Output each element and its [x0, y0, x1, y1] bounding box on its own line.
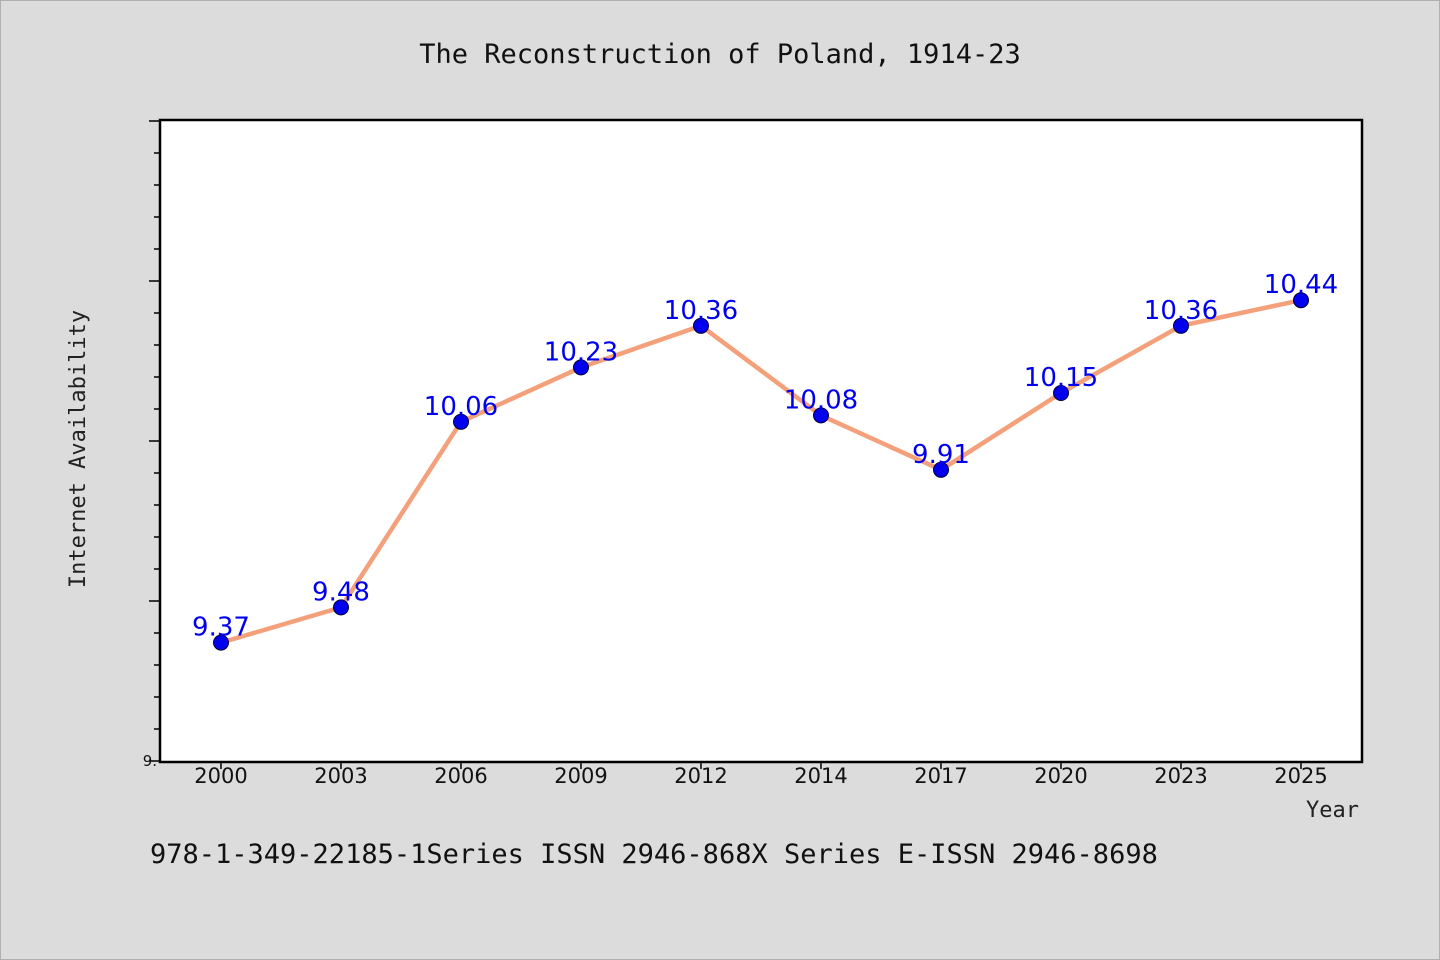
data-label: 10.15 — [1024, 363, 1098, 393]
data-label: 10.44 — [1264, 270, 1338, 300]
x-axis-ticks: 2000 2003 2006 2009 2012 2014 2017 2020 2023 2025 — [194, 761, 1328, 788]
data-label: 10.36 — [664, 296, 738, 326]
footer-isbn-text: 978-1-349-22185-1Series ISSN 2946-868X S… — [150, 839, 1158, 870]
x-tick-label: 2009 — [554, 764, 607, 788]
x-tick-label: 2025 — [1274, 764, 1327, 788]
data-label: 9.48 — [312, 577, 370, 607]
x-tick-label: 2023 — [1154, 764, 1207, 788]
data-point — [813, 407, 829, 424]
data-point — [573, 359, 589, 376]
data-point — [333, 599, 349, 616]
series-layer — [213, 292, 1309, 651]
data-label: 9.37 — [192, 613, 250, 643]
y-axis-label: Internet Availability — [66, 310, 91, 588]
plot-area — [158, 118, 1364, 764]
data-label: 10.06 — [424, 392, 498, 422]
data-point — [1293, 292, 1309, 309]
y-axis-ticks: 9. — [143, 120, 161, 770]
x-tick-label: 2017 — [914, 764, 967, 788]
data-label: 10.23 — [544, 337, 618, 367]
x-tick-label: 2000 — [194, 764, 247, 788]
series-line — [218, 297, 1304, 645]
data-point — [213, 634, 229, 651]
data-label-layer: 9.37 9.48 10.06 10.23 10.36 10.08 9.91 10.15 10.… — [192, 270, 1338, 642]
data-point — [1173, 317, 1189, 334]
data-point — [693, 317, 709, 334]
x-tick-label: 2014 — [794, 764, 847, 788]
chart-title: The Reconstruction of Poland, 1914-23 — [419, 39, 1020, 70]
x-tick-label: 2003 — [314, 764, 367, 788]
data-label: 9.91 — [912, 440, 970, 470]
data-point — [453, 413, 469, 430]
x-tick-label: 2006 — [434, 764, 487, 788]
x-axis-label: Year — [1306, 798, 1359, 823]
data-label: 10.08 — [784, 385, 858, 415]
data-point — [1053, 385, 1069, 401]
y-tick-label: 9. — [143, 752, 157, 770]
x-tick-label: 2020 — [1034, 764, 1087, 788]
x-tick-label: 2012 — [674, 764, 727, 788]
data-label: 10.36 — [1144, 296, 1218, 326]
data-point — [933, 461, 949, 478]
